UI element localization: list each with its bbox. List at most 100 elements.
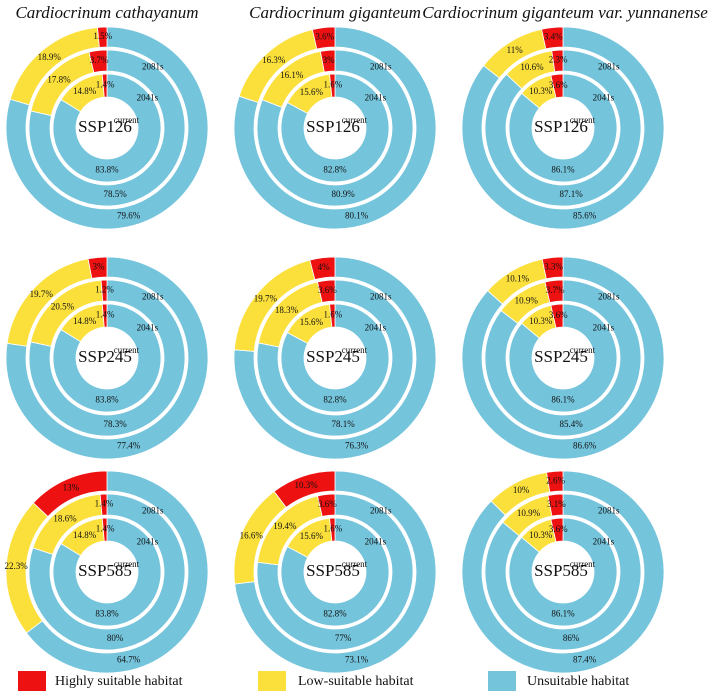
ring-label: 2081s (370, 61, 392, 71)
data-label: 86.6% (573, 440, 597, 450)
data-label: 87.1% (559, 189, 583, 199)
data-label: 3.6% (318, 285, 337, 295)
data-label: 10.3% (529, 530, 553, 540)
data-label: 14.8% (73, 86, 97, 96)
donut-segment (101, 73, 108, 98)
donut-segment (547, 493, 564, 517)
donut-segment (28, 49, 186, 207)
data-label: 1.4% (96, 310, 115, 320)
ring-label: 2041s (593, 93, 615, 103)
donut-segment (87, 256, 108, 279)
donut-segment (484, 493, 642, 651)
data-label: 18.6% (53, 513, 77, 523)
data-label: 20.5% (51, 301, 75, 311)
donut-segment (52, 73, 162, 183)
donut-segment (551, 49, 564, 73)
donut-segment (311, 26, 336, 50)
donut-segment (317, 279, 336, 303)
donut-segment (5, 256, 209, 460)
ring-label: 2041s (593, 537, 615, 547)
ring-label: 2081s (142, 505, 164, 515)
data-label: 2.3% (549, 55, 568, 65)
ring-label: 2081s (370, 291, 392, 301)
ring-label: current (570, 115, 596, 125)
donut-segment (319, 49, 336, 73)
data-label: 1.6% (323, 524, 342, 534)
data-label: 1.6% (323, 310, 342, 320)
donut-segment (256, 279, 414, 437)
ring-label: 2041s (593, 323, 615, 333)
data-label: 1.4% (96, 80, 115, 90)
ring-label: 2041s (365, 323, 387, 333)
ring-label: 2041s (365, 93, 387, 103)
data-label: 10% (513, 485, 530, 495)
data-label: 80.1% (345, 210, 369, 220)
data-label: 78.1% (331, 419, 355, 429)
donut-segment (25, 470, 209, 674)
data-label: 1.5% (93, 31, 112, 41)
donut-segment (280, 303, 390, 413)
donut-segment (28, 493, 186, 651)
data-label: 79.6% (117, 210, 141, 220)
donut-segment (541, 256, 564, 280)
data-label: 19.7% (254, 293, 278, 303)
donut-segment (52, 517, 162, 627)
donut-segment (97, 26, 108, 48)
data-label: 3.3% (544, 262, 563, 272)
ring-label: 2041s (365, 537, 387, 547)
chart-title: SSP126 (78, 117, 132, 136)
data-label: 82.8% (323, 395, 347, 405)
data-label: 76.3% (345, 440, 369, 450)
legend-label: Unsuitable habitat (527, 674, 629, 689)
data-label: 15.6% (300, 531, 324, 541)
data-label: 10.1% (506, 273, 530, 283)
data-label: 10.3% (294, 480, 318, 490)
data-label: 86.1% (551, 395, 575, 405)
ring-label: current (342, 115, 368, 125)
data-label: 3% (92, 261, 105, 271)
donut-segment (256, 49, 414, 207)
ring-label: current (342, 559, 368, 569)
data-label: 3.6% (549, 80, 568, 90)
donut-segment (461, 470, 665, 674)
donut-segment (101, 517, 108, 542)
donut-segment (234, 470, 437, 674)
donut-segment (461, 26, 665, 230)
data-label: 86.1% (551, 165, 575, 175)
data-label: 3.6% (549, 310, 568, 320)
data-label: 80.9% (331, 189, 355, 199)
donut-segment (317, 493, 336, 517)
donut-segment (544, 279, 564, 304)
donut-segment (256, 493, 414, 651)
donut-segment (280, 73, 390, 183)
donut-segment (329, 303, 336, 328)
ring-label: 2041s (137, 323, 159, 333)
ring-label: 2081s (598, 291, 620, 301)
chart-title: SSP585 (534, 561, 588, 580)
donut-segment (101, 303, 108, 328)
data-label: 78.3% (103, 419, 127, 429)
ring-label: 2041s (137, 537, 159, 547)
data-label: 83.8% (95, 165, 119, 175)
chart-title: SSP245 (534, 347, 588, 366)
data-label: 3.6% (318, 499, 337, 509)
data-label: 15.6% (300, 317, 324, 327)
data-label: 83.8% (95, 395, 119, 405)
chart-title: SSP585 (78, 561, 132, 580)
data-label: 2.6% (546, 475, 565, 485)
data-label: 86% (563, 633, 580, 643)
donut-segment (99, 493, 108, 516)
data-label: 82.8% (323, 609, 347, 619)
ring-label: 2041s (137, 93, 159, 103)
data-label: 82.8% (323, 165, 347, 175)
donut-segment (550, 517, 564, 543)
donut-segment (273, 470, 336, 508)
donut-segment (28, 279, 186, 437)
data-label: 18.3% (275, 305, 299, 315)
donut-segment (329, 517, 336, 542)
chart-title: SSP126 (306, 117, 360, 136)
column-title: Cardiocrinum giganteum var. yunnanense (422, 3, 708, 22)
data-label: 1.2% (95, 285, 114, 295)
ring-label: current (114, 345, 140, 355)
donut-segment (329, 73, 336, 98)
